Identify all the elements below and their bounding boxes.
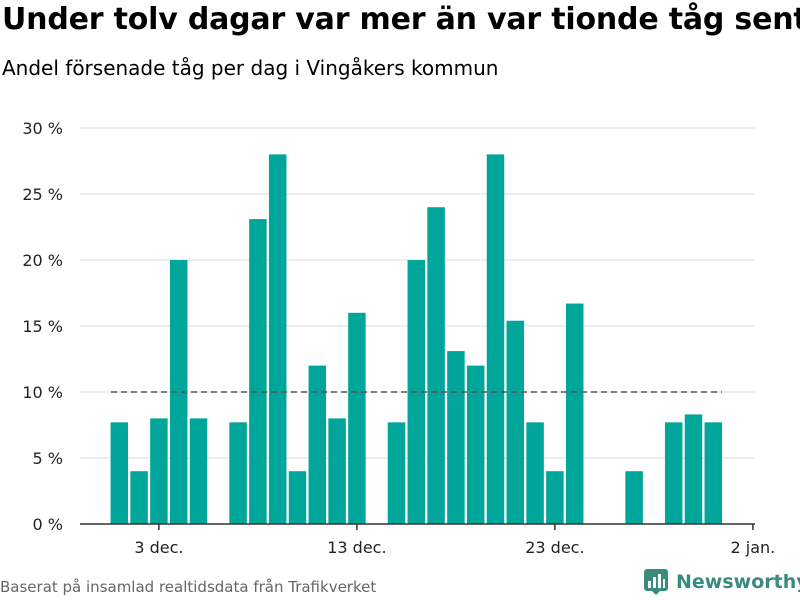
bar [447, 351, 465, 524]
bar [625, 471, 643, 524]
y-tick-label: 10 % [22, 383, 63, 402]
bar [110, 422, 129, 524]
bar [387, 422, 406, 524]
bar [189, 418, 208, 524]
source-note: Baserat på insamlad realtidsdata från Tr… [0, 578, 377, 596]
y-tick-label: 15 % [22, 317, 63, 336]
chart-title: Under tolv dagar var mer än var tionde t… [2, 2, 800, 37]
x-tick-label: 2 jan. [731, 538, 776, 557]
bar [486, 154, 505, 524]
y-tick-label: 30 % [22, 119, 63, 138]
bar [506, 320, 525, 524]
y-tick-label: 20 % [22, 251, 63, 270]
bar [328, 418, 346, 524]
x-tick-label: 23 dec. [525, 538, 584, 557]
bar [466, 365, 485, 524]
bar [348, 312, 366, 524]
y-tick-label: 25 % [22, 185, 63, 204]
bar [308, 365, 327, 524]
chart-subtitle: Andel försenade tåg per dag i Vingåkers … [2, 56, 499, 80]
bar [150, 418, 168, 524]
bar [268, 154, 287, 524]
x-tick-label: 13 dec. [327, 538, 386, 557]
bar [565, 303, 584, 524]
bar [704, 422, 723, 524]
bar [546, 471, 564, 524]
brand-name: Newsworthy [676, 571, 800, 593]
bar [427, 207, 445, 524]
bar [684, 414, 703, 524]
bar [288, 471, 307, 524]
bar [169, 260, 188, 524]
y-tick-label: 0 % [33, 515, 63, 534]
bar [526, 422, 544, 524]
bar [249, 219, 267, 524]
brand-logo: Newsworthy [644, 569, 800, 595]
x-tick-label: 3 dec. [134, 538, 183, 557]
bar-chart-logo-icon [644, 569, 668, 595]
bar [130, 471, 148, 524]
y-tick-label: 5 % [33, 449, 63, 468]
bar [229, 422, 247, 524]
bar [664, 422, 683, 524]
